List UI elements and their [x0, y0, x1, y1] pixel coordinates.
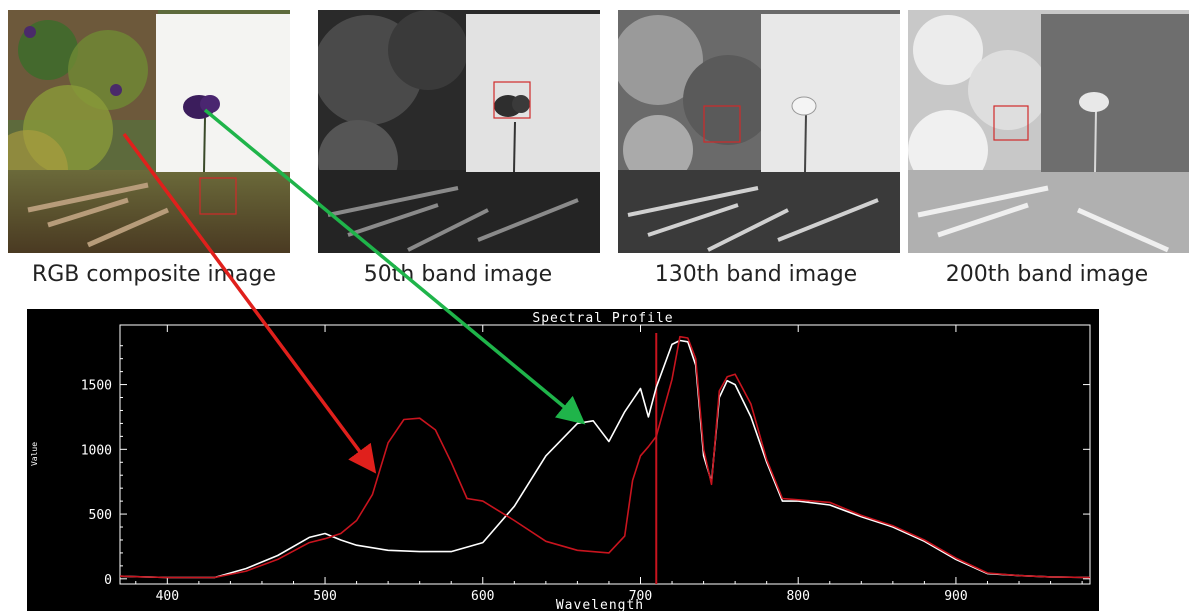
caption-rgb: RGB composite image: [31, 262, 277, 287]
panel-band50-image: [318, 10, 600, 253]
x-tick-label-700: 700: [629, 589, 652, 604]
series-line-red: [119, 335, 1091, 579]
x-tick-label-600: 600: [471, 589, 494, 604]
chart-title: Spectral Profile: [532, 311, 673, 326]
series-line-white: [119, 339, 1091, 579]
plot-frame: [119, 324, 1091, 585]
caption-band50: 50th band image: [363, 262, 553, 287]
y-axis-label: Value: [30, 442, 39, 466]
panel-band130-image: [618, 10, 900, 253]
y-tick-label-1000: 1000: [81, 443, 112, 458]
panel-rgb-image: [8, 10, 290, 253]
x-tick-label-900: 900: [944, 589, 967, 604]
x-tick-label-800: 800: [786, 589, 809, 604]
x-axis-label: Wavelength: [556, 598, 644, 611]
x-tick-label-400: 400: [156, 589, 179, 604]
panel-band200-image: [908, 10, 1189, 253]
caption-band130: 130th band image: [654, 262, 858, 287]
y-tick-label-0: 0: [104, 573, 112, 588]
y-tick-label-1500: 1500: [81, 379, 112, 394]
caption-band200: 200th band image: [945, 262, 1149, 287]
y-tick-label-500: 500: [89, 508, 112, 523]
x-tick-label-500: 500: [313, 589, 336, 604]
spectral-profile-chart: Spectral Profile Wavelength Value 400 500…: [27, 309, 1099, 613]
